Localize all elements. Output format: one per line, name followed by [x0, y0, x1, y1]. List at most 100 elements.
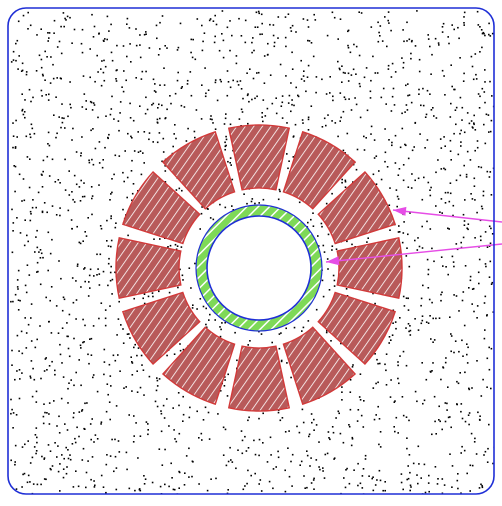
- mesh-dot: [277, 37, 279, 39]
- mesh-dot: [80, 384, 82, 387]
- mesh-dot: [407, 157, 410, 160]
- mesh-dot: [374, 484, 377, 486]
- mesh-dot: [457, 26, 459, 29]
- mesh-dot: [14, 293, 17, 296]
- mesh-dot: [47, 99, 50, 101]
- mesh-dot: [351, 366, 354, 368]
- mesh-dot: [347, 46, 350, 49]
- mesh-dot: [450, 333, 452, 335]
- mesh-dot: [62, 12, 65, 14]
- mesh-dot: [145, 70, 147, 73]
- mesh-dot: [236, 80, 239, 83]
- mesh-dot: [321, 126, 324, 128]
- mesh-dot: [434, 420, 436, 423]
- mesh-dot: [79, 344, 82, 347]
- mesh-dot: [266, 461, 269, 463]
- mesh-dot: [75, 470, 77, 472]
- mesh-dot: [180, 104, 183, 107]
- mesh-dot: [33, 446, 36, 448]
- mesh-dot: [126, 23, 128, 25]
- mesh-dot: [344, 180, 347, 183]
- mesh-dot: [431, 53, 433, 56]
- mesh-dot: [12, 122, 14, 124]
- mesh-dot: [450, 159, 452, 161]
- mesh-dot: [315, 308, 318, 311]
- mesh-dot: [18, 55, 20, 57]
- mesh-dot: [460, 145, 462, 147]
- mesh-dot: [159, 84, 161, 86]
- mesh-dot: [72, 416, 75, 419]
- mesh-dot: [111, 59, 114, 62]
- mesh-dot: [370, 26, 373, 28]
- mesh-dot: [302, 18, 305, 20]
- mesh-dot: [373, 157, 376, 159]
- mesh-dot: [132, 119, 135, 122]
- mesh-dot: [405, 104, 408, 106]
- mesh-dot: [402, 164, 405, 166]
- mesh-dot: [435, 171, 437, 174]
- mesh-dot: [255, 11, 258, 14]
- mesh-dot: [23, 472, 26, 475]
- mesh-dot: [219, 78, 222, 81]
- mesh-dot: [110, 215, 112, 217]
- mesh-dot: [451, 465, 454, 467]
- mesh-dot: [17, 309, 20, 311]
- mesh-dot: [206, 489, 209, 492]
- mesh-dot: [117, 318, 120, 320]
- mesh-dot: [411, 173, 413, 175]
- mesh-dot: [188, 476, 190, 478]
- mesh-dot: [201, 49, 204, 52]
- mesh-dot: [423, 399, 426, 402]
- mesh-dot: [321, 78, 323, 81]
- mesh-dot: [468, 388, 471, 391]
- mesh-dot: [261, 22, 263, 25]
- mesh-dot: [91, 109, 94, 111]
- mesh-dot: [34, 346, 37, 349]
- mesh-dot: [53, 19, 56, 22]
- mesh-dot: [426, 220, 428, 223]
- mesh-dot: [411, 39, 413, 42]
- mesh-dot: [426, 258, 429, 261]
- mesh-dot: [47, 32, 49, 34]
- mesh-dot: [372, 387, 375, 389]
- mesh-dot: [151, 481, 154, 484]
- mesh-dot: [48, 32, 51, 34]
- mesh-dot: [420, 304, 422, 307]
- mesh-dot: [222, 56, 225, 59]
- mesh-dot: [239, 80, 242, 82]
- mesh-dot: [313, 488, 315, 490]
- mesh-dot: [131, 199, 133, 202]
- mesh-dot: [287, 13, 290, 15]
- mesh-dot: [178, 487, 180, 489]
- mesh-dot: [27, 440, 29, 442]
- mesh-dot: [214, 14, 216, 17]
- mesh-dot: [449, 182, 452, 184]
- mesh-dot: [333, 279, 336, 282]
- mesh-dot: [189, 406, 191, 409]
- mesh-dot: [474, 199, 476, 201]
- mesh-dot: [355, 45, 358, 48]
- mesh-dot: [49, 450, 52, 452]
- mesh-dot: [24, 443, 26, 446]
- mesh-dot: [290, 460, 292, 463]
- mesh-dot: [39, 325, 41, 327]
- mesh-dot: [93, 25, 96, 28]
- mesh-dot: [463, 324, 466, 327]
- mesh-dot: [421, 247, 424, 249]
- mesh-dot: [372, 489, 375, 492]
- mesh-dot: [122, 45, 125, 47]
- mesh-dot: [421, 315, 424, 317]
- mesh-dot: [102, 71, 105, 74]
- mesh-dot: [179, 268, 181, 271]
- mesh-dot: [196, 308, 198, 310]
- mesh-dot: [258, 202, 260, 204]
- mesh-dot: [378, 418, 381, 420]
- mesh-dot: [303, 475, 305, 477]
- mesh-dot: [201, 84, 203, 86]
- mesh-dot: [35, 452, 37, 455]
- mesh-dot: [63, 298, 66, 301]
- mesh-dot: [114, 359, 117, 362]
- mesh-dot: [478, 282, 480, 285]
- mesh-dot: [139, 150, 142, 152]
- mesh-dot: [464, 265, 467, 267]
